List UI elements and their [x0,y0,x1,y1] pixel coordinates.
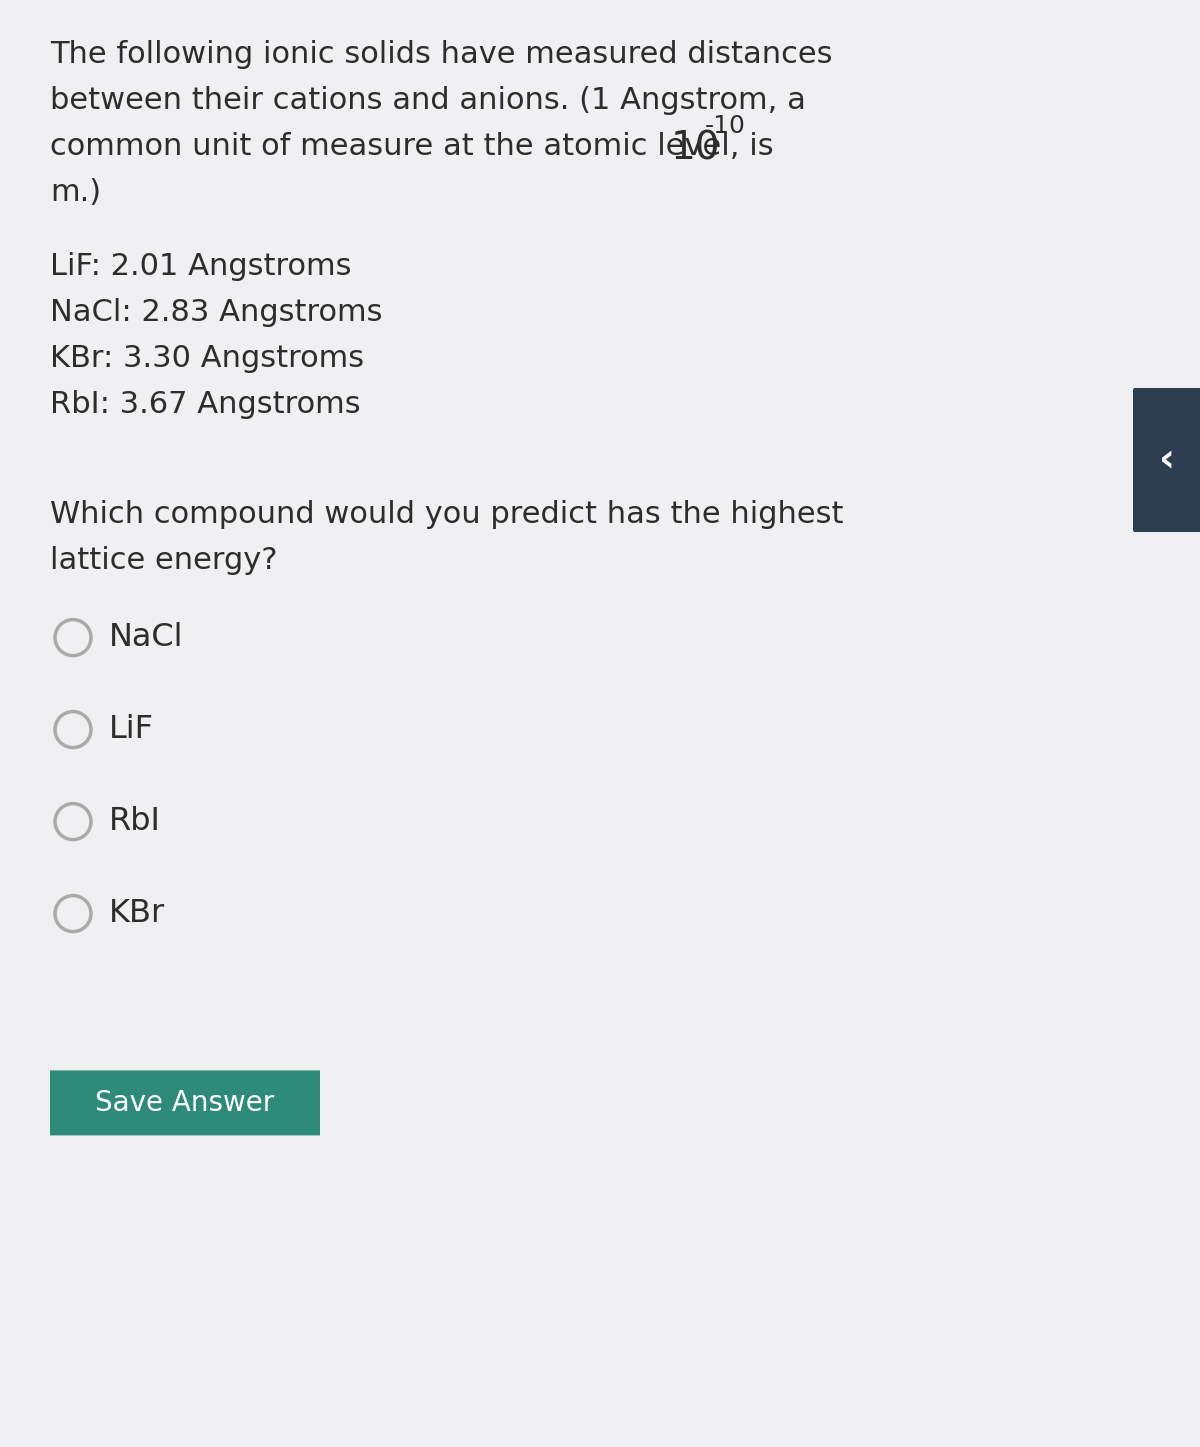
Text: lattice energy?: lattice energy? [50,546,277,574]
Text: KBr: 3.30 Angstroms: KBr: 3.30 Angstroms [50,343,364,372]
Text: Save Answer: Save Answer [95,1090,275,1117]
Text: NaCl: NaCl [109,622,184,653]
Text: -10: -10 [706,114,746,137]
Text: common unit of measure at the atomic level, is: common unit of measure at the atomic lev… [50,132,784,161]
Text: The following ionic solids have measured distances: The following ionic solids have measured… [50,41,833,69]
Text: Which compound would you predict has the highest: Which compound would you predict has the… [50,501,844,530]
Text: 10: 10 [671,129,720,166]
Text: LiF: 2.01 Angstroms: LiF: 2.01 Angstroms [50,252,352,281]
FancyBboxPatch shape [1133,388,1200,532]
Text: RbI: 3.67 Angstroms: RbI: 3.67 Angstroms [50,389,361,418]
Text: ‹: ‹ [1159,441,1176,479]
Text: m.): m.) [50,178,101,207]
Text: KBr: KBr [109,899,166,929]
Text: NaCl: 2.83 Angstroms: NaCl: 2.83 Angstroms [50,298,383,327]
Text: between their cations and anions. (1 Angstrom, a: between their cations and anions. (1 Ang… [50,85,806,114]
Text: RbI: RbI [109,806,161,838]
FancyBboxPatch shape [50,1071,320,1136]
Text: LiF: LiF [109,715,154,745]
